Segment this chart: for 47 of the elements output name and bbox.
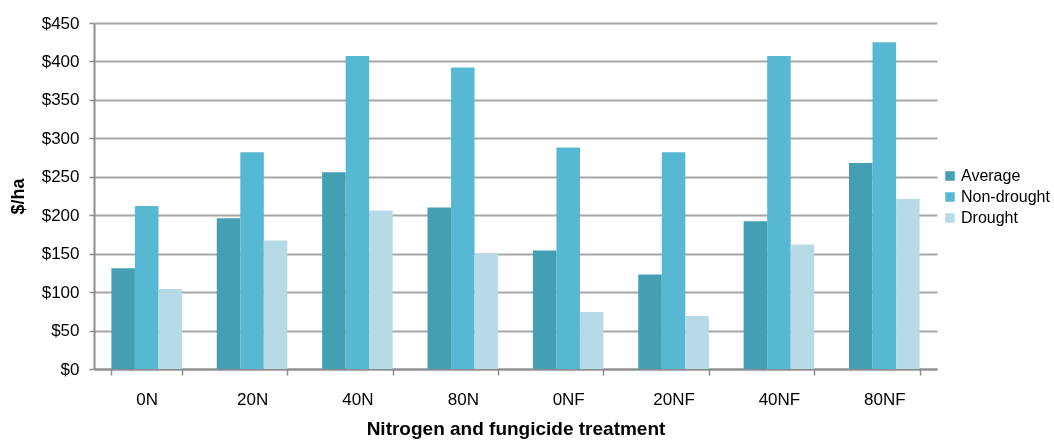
- y-tick-label: $450: [41, 13, 80, 33]
- bar: [661, 152, 686, 369]
- legend-label: Drought: [961, 209, 1019, 226]
- bar: [451, 67, 475, 369]
- bar: [240, 152, 264, 369]
- y-tick-label: $250: [41, 167, 80, 187]
- y-tick-label: $150: [41, 244, 80, 264]
- bar: [579, 312, 604, 369]
- bar: [345, 56, 370, 369]
- bar: [474, 253, 499, 369]
- x-axis-title: Nitrogen and fungicide treatment: [366, 417, 667, 439]
- y-tick-label: $50: [51, 321, 80, 341]
- bar: [638, 274, 662, 369]
- bar: [134, 206, 159, 369]
- bar: [322, 172, 346, 369]
- bar: [111, 268, 135, 369]
- bar: [216, 218, 241, 369]
- bar: [532, 250, 557, 369]
- bar: [556, 147, 580, 369]
- x-tick-label: 0N: [136, 389, 159, 409]
- bar: [263, 240, 288, 369]
- bar: [790, 244, 815, 369]
- bar: [896, 199, 920, 369]
- x-tick-label: 40NF: [758, 389, 801, 409]
- bar: [158, 289, 182, 369]
- bar: [369, 210, 393, 369]
- y-tick-label: $100: [41, 282, 80, 302]
- bar: [767, 56, 791, 369]
- x-tick-label: 0NF: [552, 389, 585, 409]
- x-tick-label: 40N: [342, 389, 374, 409]
- y-tick-label: $0: [60, 359, 80, 379]
- x-tick-label: 20N: [236, 389, 269, 409]
- y-tick-label: $300: [41, 128, 80, 148]
- y-tick-label: $200: [41, 205, 80, 225]
- bar: [427, 207, 452, 369]
- bar: [685, 315, 709, 369]
- legend-label: Non-drought: [961, 188, 1051, 205]
- y-tick-label: $400: [41, 51, 80, 71]
- x-tick-label: 80NF: [864, 389, 906, 409]
- x-tick-label: 20NF: [653, 389, 695, 409]
- y-axis-title: $/ha: [7, 177, 28, 215]
- bar: [849, 162, 873, 369]
- bar: [872, 42, 897, 369]
- y-tick-label: $350: [41, 90, 80, 110]
- legend-label: Average: [961, 167, 1021, 184]
- bar: [743, 221, 768, 369]
- x-tick-label: 80N: [447, 389, 479, 409]
